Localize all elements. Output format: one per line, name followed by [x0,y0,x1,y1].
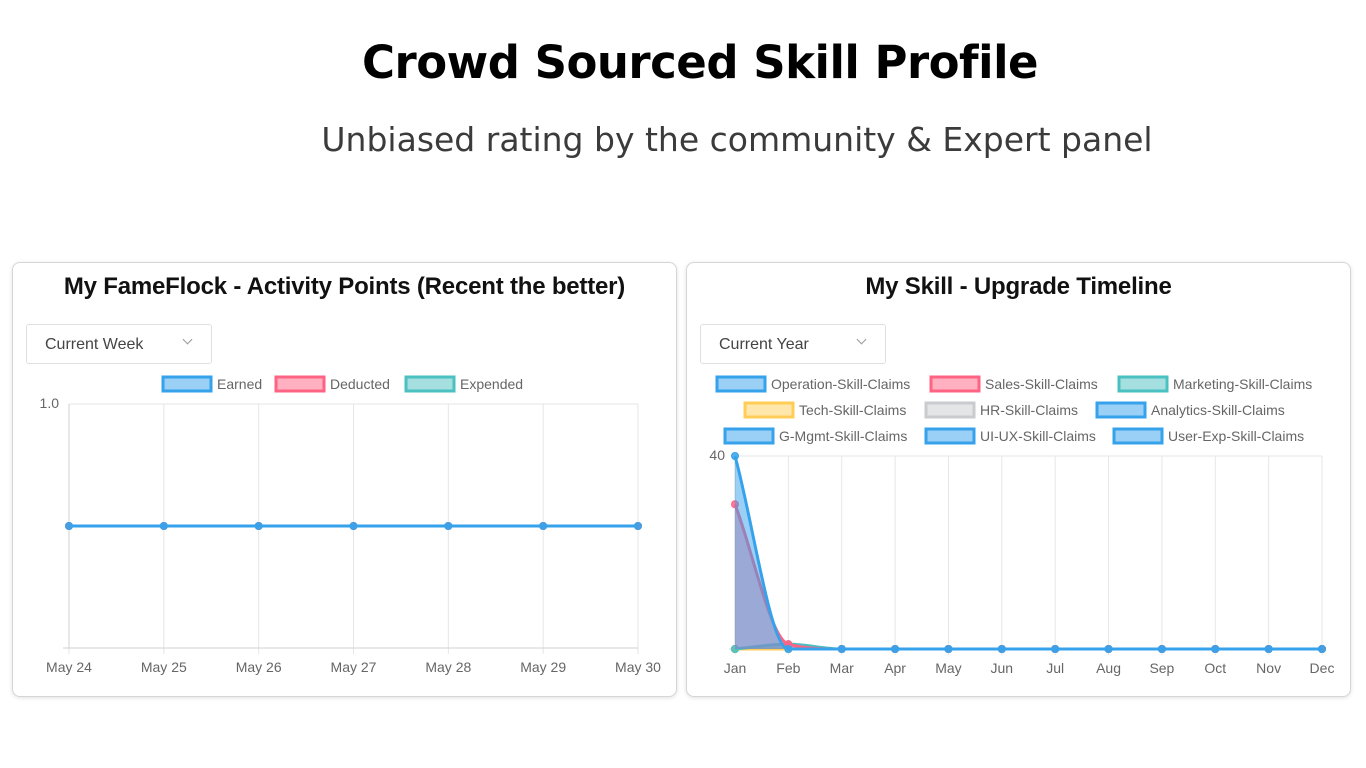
legend-swatch [404,375,456,393]
week-period-select[interactable]: Current Week [26,324,212,364]
legend-swatch [743,401,795,419]
year-period-select-value: Current Year [719,336,809,353]
y-tick-label: 1.0 [40,395,60,411]
x-tick-label: Aug [1096,660,1121,676]
data-point [1211,645,1220,653]
legend-label: HR-Skill-Claims [980,402,1078,418]
y-tick-label: 40 [709,447,725,463]
data-point [1264,645,1273,653]
data-point [944,645,953,653]
x-tick-label: Oct [1204,660,1226,676]
legend-label: Deducted [330,376,390,392]
data-point [784,645,793,653]
x-tick-label: Jan [724,660,747,676]
x-tick-label: May 26 [236,659,282,675]
data-point [1104,645,1113,653]
legend-label: Sales-Skill-Claims [985,376,1098,392]
legend-swatch [1112,427,1164,445]
x-tick-label: Sep [1149,660,1174,676]
legend-label: Analytics-Skill-Claims [1151,402,1285,418]
x-tick-label: Feb [776,660,800,676]
data-point [254,522,263,530]
x-tick-label: May 25 [141,659,187,675]
data-point [634,522,642,530]
activity-points-title: My FameFlock - Activity Points (Recent t… [63,273,626,300]
series-area [735,456,1322,649]
data-point [1318,645,1326,653]
legend-swatch [1095,401,1147,419]
data-point [1157,645,1166,653]
x-tick-label: Apr [884,660,906,676]
legend-label: Tech-Skill-Claims [799,402,906,418]
legend-swatch [929,375,981,393]
x-tick-label: May 27 [331,659,377,675]
x-tick-label: May 30 [615,659,661,675]
x-tick-label: Jul [1046,660,1064,676]
activity-points-chart: Earned Deducted Expended 1.0 May 24 May 25 May… [40,375,661,675]
week-period-select-value: Current Week [45,336,144,353]
legend-label: User-Exp-Skill-Claims [1168,428,1304,444]
legend-swatch [924,427,976,445]
data-point [444,522,453,530]
activity-points-card: My FameFlock - Activity Points (Recent t… [12,262,677,697]
x-tick-label: May 29 [520,659,566,675]
data-point [731,452,739,460]
page-title: Crowd Sourced Skill Profile [361,36,1039,89]
x-tick-label: Jun [991,660,1014,676]
series-line [733,503,1322,651]
page-subtitle: Unbiased rating by the community & Exper… [321,120,1153,159]
legend-swatch [715,375,767,393]
data-point [349,522,358,530]
skill-timeline-card: My Skill - Upgrade Timeline Current Year… [686,262,1351,697]
legend-label: G-Mgmt-Skill-Claims [779,428,907,444]
legend-label: Marketing-Skill-Claims [1173,376,1312,392]
legend-label: UI-UX-Skill-Claims [980,428,1096,444]
legend-swatch [924,401,976,419]
data-point [539,522,548,530]
legend-swatch [274,375,326,393]
data-point [1051,645,1060,653]
skill-timeline-chart: Operation-Skill-Claims Sales-Skill-Claims… [709,375,1335,676]
x-tick-label: May 24 [46,659,92,675]
x-tick-label: Mar [830,660,854,676]
legend-swatch [1117,375,1169,393]
data-point [837,645,846,653]
x-tick-label: May 28 [425,659,471,675]
x-tick-label: Nov [1256,660,1281,676]
legend-swatch [723,427,775,445]
x-tick-label: Dec [1310,660,1335,676]
legend-label: Operation-Skill-Claims [771,376,910,392]
legend-swatch [161,375,213,393]
data-point [159,522,168,530]
data-point [65,522,73,530]
series-area [735,504,1322,649]
year-period-select[interactable]: Current Year [700,324,886,364]
legend-label: Earned [217,376,262,392]
series-line [733,455,1322,651]
data-point [891,645,900,653]
x-tick-label: May [935,660,961,676]
legend-label: Expended [460,376,523,392]
data-point [997,645,1006,653]
skill-timeline-title: My Skill - Upgrade Timeline [865,273,1172,300]
